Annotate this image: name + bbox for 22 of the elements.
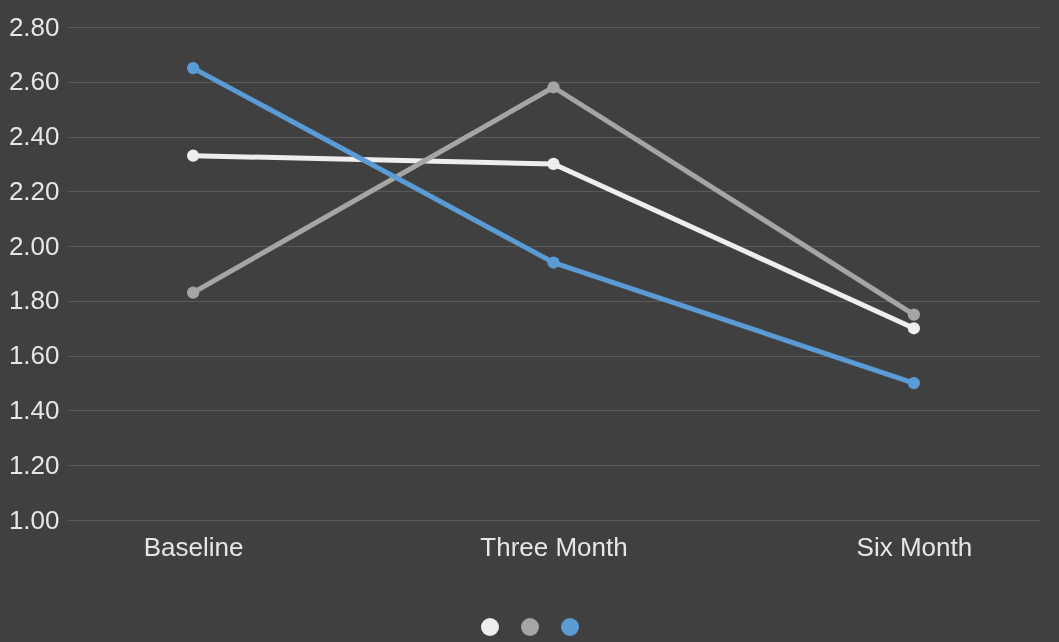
y-tick-label: 1.00: [8, 504, 60, 535]
y-tick-label: 2.40: [8, 121, 60, 152]
point: [907, 376, 920, 390]
point: [907, 322, 920, 335]
y-tick-label: 1.80: [8, 285, 60, 316]
point: [907, 308, 920, 321]
y-tick-label: 2.20: [8, 175, 60, 206]
y-tick-label: 1.60: [8, 340, 60, 371]
x-tick-label: Baseline: [143, 531, 244, 562]
point: [547, 81, 560, 94]
y-tick-label: 1.20: [8, 449, 60, 480]
point: [547, 157, 560, 171]
point: [187, 61, 200, 75]
point: [547, 256, 560, 269]
x-tick-label: Six Month: [856, 531, 973, 562]
point: [187, 286, 200, 299]
y-tick-label: 2.80: [8, 11, 60, 42]
y-tick-label: 1.40: [8, 394, 60, 425]
point: [187, 149, 200, 162]
y-tick-label: 2.00: [8, 230, 60, 261]
y-tick-label: 2.60: [8, 66, 60, 97]
x-tick-label: Three Month: [480, 531, 628, 562]
